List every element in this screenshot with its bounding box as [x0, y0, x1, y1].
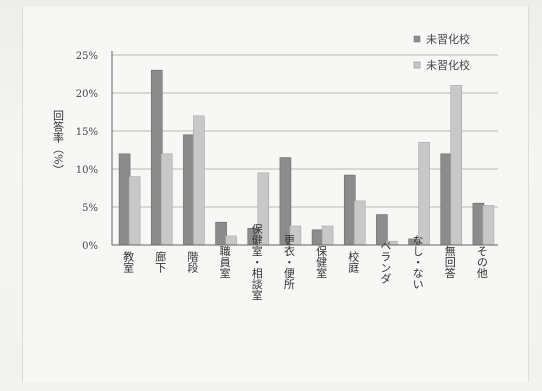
gridlines: [112, 54, 498, 208]
x-category-label: 無回答: [443, 244, 456, 279]
x-category-label: 教室: [122, 251, 135, 273]
bar-series-1: [150, 69, 163, 246]
x-category-label: ベランダ: [379, 240, 392, 284]
axis-lines: [111, 51, 498, 246]
bar-series-1: [183, 134, 195, 246]
x-category-label: 保健室: [315, 244, 328, 278]
bar-series-2: [482, 205, 495, 246]
bar-series-2: [160, 153, 173, 246]
y-tick-label: 20%: [76, 89, 98, 100]
legend-swatch: [413, 35, 421, 43]
x-category-label: 更衣・便所: [282, 235, 295, 291]
bars: [118, 69, 495, 246]
x-category-label: なし・ない: [411, 234, 424, 289]
bar-series-2: [321, 225, 334, 246]
y-tick-label: 5%: [82, 203, 98, 214]
bar-series-2: [450, 85, 463, 246]
legend-label: 未習化校: [426, 58, 470, 72]
bar-series-2: [418, 142, 430, 246]
bar-series-2: [193, 115, 205, 246]
bar-series-2: [128, 176, 141, 246]
bar-series-1: [343, 174, 356, 246]
y-axis-label: 回答率（%）: [52, 110, 65, 176]
bar-series-1: [215, 221, 227, 246]
x-category-label: その他: [475, 246, 488, 279]
y-axis-ticks: 0% 5% 10% 15% 20% 25%: [76, 51, 98, 252]
bar-series-1: [472, 202, 485, 246]
legend-label: 未習化校: [426, 32, 470, 46]
bar-series-1: [118, 153, 131, 246]
y-tick-label: 25%: [76, 51, 98, 62]
x-category-label: 職員室: [218, 245, 231, 278]
y-tick-label: 15%: [76, 127, 98, 138]
legend-swatch: [413, 61, 421, 69]
x-category-label: 廊下: [154, 250, 167, 274]
x-axis-labels: 教室 廊下 階段 職員室 保健室・相談室 更衣・便所 保健室 校庭 ベランダ なし・ない 無回答 その…: [122, 222, 489, 300]
bar-series-1: [311, 229, 324, 246]
y-tick-label: 10%: [76, 165, 98, 176]
bar-series-1: [440, 153, 453, 246]
bar-series-2: [225, 235, 237, 246]
bar-series-1: [279, 157, 292, 246]
bar-series-2: [353, 200, 366, 246]
x-category-label: 階段: [186, 250, 199, 274]
y-tick-label: 0%: [82, 241, 98, 252]
x-category-label: 保健室・相談室: [250, 222, 263, 300]
x-category-label: 校庭: [347, 250, 360, 273]
